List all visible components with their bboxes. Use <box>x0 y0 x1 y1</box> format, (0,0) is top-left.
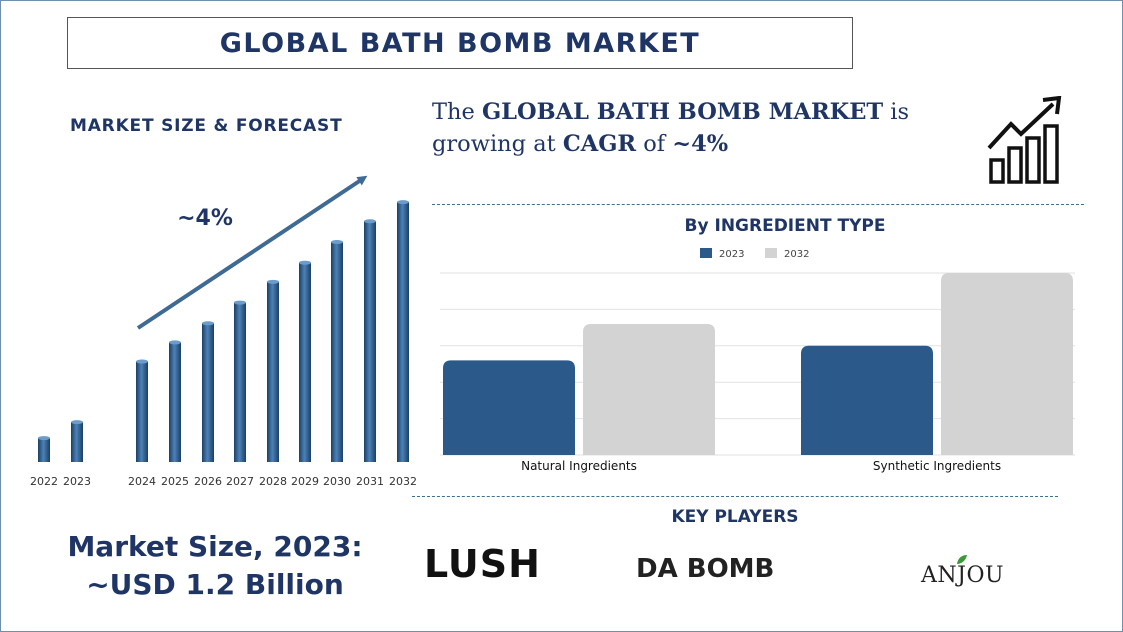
forecast-bar <box>299 260 311 462</box>
ingredient-bar-2032 <box>941 273 1073 455</box>
forecast-tick-label: 2028 <box>259 475 287 488</box>
divider-bottom <box>412 496 1058 497</box>
lush-logo: LUSH <box>424 542 541 586</box>
ingredient-heading: By INGREDIENT TYPE <box>684 216 886 236</box>
title-box: GLOBAL BATH BOMB MARKET <box>67 17 853 69</box>
cagr-annotation: ~4% <box>177 206 233 231</box>
key-players-heading: KEY PLAYERS <box>671 507 799 527</box>
forecast-tick-label: 2032 <box>389 475 417 488</box>
forecast-tick-label: 2022 <box>30 475 58 488</box>
forecast-tick-label: 2030 <box>323 475 351 488</box>
forecast-tick-label: 2031 <box>356 475 384 488</box>
forecast-tick-label: 2023 <box>63 475 91 488</box>
headline: The GLOBAL BATH BOMB MARKET is growing a… <box>432 99 910 157</box>
market-size-label: Market Size, 2023: ~USD 1.2 Billion <box>30 528 400 604</box>
legend-swatch-2023 <box>700 248 712 258</box>
forecast-tick-label: 2026 <box>194 475 222 488</box>
forecast-tick-label: 2025 <box>161 475 189 488</box>
ingredient-chart: 2023 2032 Natural Ingredients Synthetic In… <box>440 248 1075 473</box>
ingredient-bar-2023 <box>443 360 575 455</box>
ingredient-bar-2032 <box>583 323 715 455</box>
forecast-tick-label: 2027 <box>226 475 254 488</box>
forecast-bar <box>169 340 181 462</box>
page-title: GLOBAL BATH BOMB MARKET <box>219 27 701 59</box>
legend-label-2023: 2023 <box>719 249 744 260</box>
forecast-bar <box>364 219 376 462</box>
forecast-bar <box>38 436 50 462</box>
growth-chart-icon <box>987 96 1062 184</box>
market-size-line-1: Market Size, 2023: <box>67 530 363 563</box>
legend-label-2032: 2032 <box>784 249 809 260</box>
market-size-line-2: ~USD 1.2 Billion <box>86 568 344 601</box>
anjou-logo: ANJOU <box>921 563 1005 588</box>
leaf-icon <box>957 555 967 564</box>
forecast-chart: 2022 2023 2024 2025 2026 2027 2028 2029 2030 2031… <box>30 175 417 488</box>
forecast-bar <box>397 200 409 463</box>
divider-top <box>432 204 1084 205</box>
forecast-tick-label: 2024 <box>128 475 156 488</box>
forecast-bar <box>331 239 343 462</box>
ingredient-category-label: Natural Ingredients <box>521 459 637 473</box>
forecast-heading: MARKET SIZE & FORECAST <box>70 116 343 136</box>
growth-arrow <box>136 175 368 330</box>
ingredient-category-label: Synthetic Ingredients <box>873 459 1001 473</box>
forecast-bar <box>234 300 246 462</box>
forecast-bar <box>267 279 279 462</box>
forecast-bar <box>136 359 148 462</box>
forecast-tick-label: 2029 <box>291 475 319 488</box>
da-bomb-logo: DA BOMB <box>636 554 775 584</box>
forecast-bar <box>71 420 83 462</box>
ingredient-bar-2023 <box>801 345 933 455</box>
forecast-bar <box>202 321 214 462</box>
legend-swatch-2032 <box>765 248 777 258</box>
